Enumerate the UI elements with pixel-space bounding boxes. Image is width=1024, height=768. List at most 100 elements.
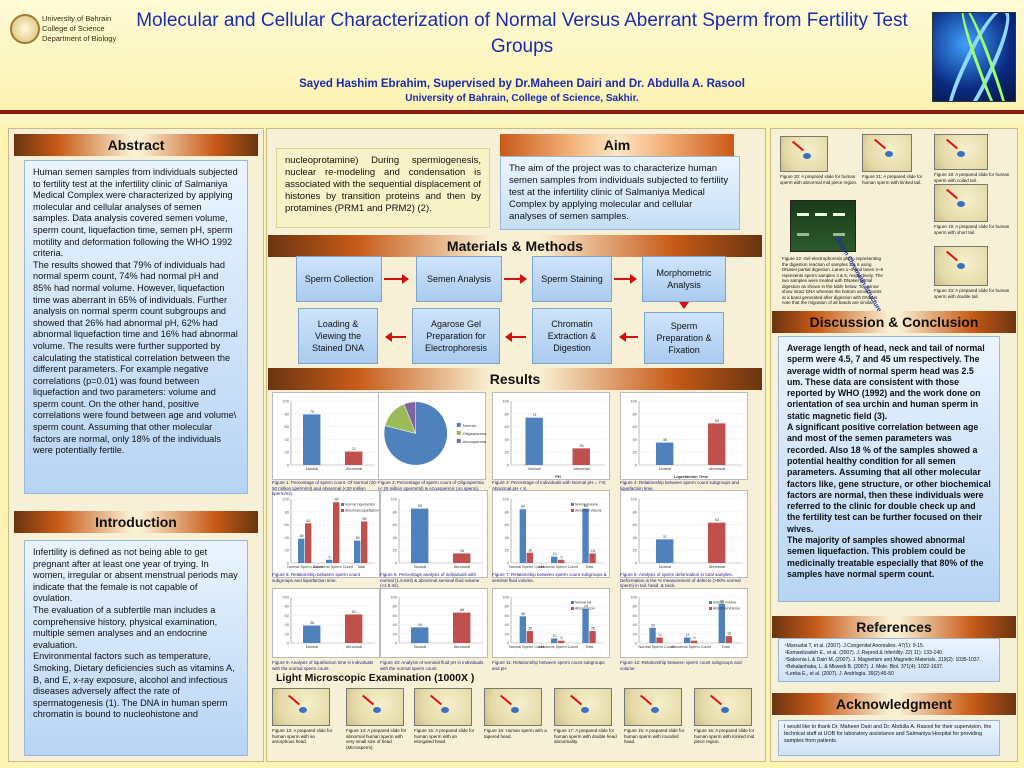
red-arrow-icon bbox=[361, 694, 375, 706]
y-tick-label: 20 bbox=[393, 548, 398, 553]
y-tick-label: 40 bbox=[633, 622, 638, 627]
y-tick-label: 20 bbox=[505, 548, 510, 553]
figure-caption: Figure 7: Relationship between sperm cou… bbox=[492, 572, 607, 583]
bar bbox=[326, 559, 333, 563]
flow-arrow-right bbox=[614, 274, 637, 284]
flow-step-sperm-staining: Sperm Staining bbox=[532, 256, 612, 302]
y-tick-label: 80 bbox=[285, 509, 290, 514]
red-arrow-icon bbox=[499, 694, 513, 706]
x-tick-label: Normal bbox=[528, 467, 540, 471]
data-label: 38 bbox=[310, 621, 314, 625]
poster-affiliation: University of Bahrain, College of Scienc… bbox=[405, 93, 639, 104]
y-tick-label: 80 bbox=[505, 411, 510, 416]
data-label: 35 bbox=[356, 536, 360, 540]
data-label: 34 bbox=[418, 623, 422, 627]
y-tick-label: 0 bbox=[507, 641, 510, 646]
figure-caption: Figure 5: Relationship between sperm cou… bbox=[272, 572, 361, 583]
chart-svg: 0 20 40 60 80 100 35 Normal 65 AbnormalLiquefacti… bbox=[630, 399, 743, 479]
flow-step-agarose-gel: Agarose Gel Preparation for Electrophore… bbox=[412, 308, 500, 364]
y-tick-label: 60 bbox=[393, 613, 398, 618]
y-tick-label: 40 bbox=[633, 535, 638, 540]
bar bbox=[684, 637, 691, 643]
gel-caption: Figure 22: Gel electrophoresis photo rep… bbox=[782, 256, 884, 305]
data-label: 15 bbox=[591, 549, 595, 553]
y-tick-label: 20 bbox=[633, 450, 638, 455]
x-tick-label: Total bbox=[357, 565, 365, 569]
flow-step-morphometric-analysis: Morphometric Analysis bbox=[642, 256, 726, 302]
bar bbox=[411, 508, 429, 563]
x-tick-label: Normal bbox=[306, 645, 318, 649]
bar bbox=[582, 508, 589, 563]
data-label: 10 bbox=[553, 552, 557, 556]
pie-slice bbox=[403, 401, 416, 434]
data-label: 66 bbox=[460, 608, 464, 612]
references-list: ¹Marsudai T, et al. (2007). J.Congenital… bbox=[778, 638, 1000, 682]
data-label: 37 bbox=[663, 535, 667, 539]
micrograph-caption: Figure 21: A prepared slide for human sp… bbox=[862, 174, 923, 185]
micrograph-caption: Figure 20: A prepared slide for human sp… bbox=[780, 174, 858, 185]
figure-caption: Figure 12: Relationship between sperm co… bbox=[620, 660, 742, 671]
micrograph-caption: Figure 17: A prepared slide for human sp… bbox=[554, 728, 617, 744]
flow-arrow-left bbox=[505, 332, 526, 342]
sperm-cell-icon bbox=[957, 263, 965, 269]
data-label: 15 bbox=[727, 632, 731, 636]
y-tick-label: 80 bbox=[505, 509, 510, 514]
legend-swatch bbox=[709, 601, 712, 604]
bar bbox=[453, 553, 471, 563]
acknowledgment-text: I would like to thank Dr. Maheen Dairi a… bbox=[778, 720, 1000, 756]
sperm-cell-icon bbox=[441, 707, 449, 713]
y-tick-label: 40 bbox=[505, 437, 510, 442]
sperm-cell-icon bbox=[299, 707, 307, 713]
chart-svg: 0 20 40 60 80 100 58 26 Normal Sperm Count 10 5 Abn… bbox=[502, 595, 605, 649]
data-label: 12 bbox=[658, 633, 662, 637]
sperm-micrograph bbox=[934, 134, 988, 170]
bar bbox=[519, 616, 527, 643]
data-label: 62 bbox=[307, 519, 311, 523]
data-label: 65 bbox=[715, 419, 719, 423]
university-seal-icon bbox=[10, 14, 40, 44]
chart-svg: 0 20 40 60 80 100 84 16 Normal Sperm Count 10 5 Abn… bbox=[502, 497, 605, 569]
bar bbox=[453, 612, 471, 643]
data-label: 21 bbox=[352, 447, 356, 451]
sperm-micrograph bbox=[934, 184, 988, 222]
gel-band bbox=[797, 213, 809, 216]
data-label: 74 bbox=[584, 604, 588, 608]
y-tick-label: 60 bbox=[285, 424, 290, 429]
legend-swatch bbox=[571, 601, 574, 604]
bar bbox=[558, 640, 565, 643]
data-label: 38 bbox=[300, 534, 304, 538]
sperm-micrograph bbox=[414, 688, 472, 726]
bar bbox=[656, 442, 674, 465]
flow-arrow-left bbox=[385, 332, 406, 342]
red-arrow-icon bbox=[873, 138, 887, 150]
x-tick-label: Normal bbox=[414, 565, 426, 569]
legend-label: Abnormal pH bbox=[575, 607, 595, 611]
sperm-micrograph bbox=[272, 688, 330, 726]
chart-6: 0 20 40 60 80 100 85 Normal 15 Abnormal bbox=[380, 490, 488, 578]
sperm-cell-icon bbox=[957, 201, 965, 207]
chart-svg: 0 20 40 60 80 100 38 62 Normal Sperm Count 5 95 Abn… bbox=[282, 497, 379, 570]
bar bbox=[298, 538, 305, 563]
y-tick-label: 20 bbox=[393, 631, 398, 636]
figure-caption: Figure 9: Analysis of liquefaction time … bbox=[272, 660, 374, 671]
reference-item: ¹Marsudai T, et al. (2007). J.Congenital… bbox=[785, 643, 925, 649]
data-label: 84 bbox=[521, 505, 525, 509]
chart-4: 0 20 40 60 80 100 35 Normal 65 Abnormal Liquefacti… bbox=[620, 392, 748, 480]
acknowledgment-heading: Acknowledgment bbox=[772, 693, 1016, 715]
y-tick-label: 100 bbox=[390, 595, 397, 600]
chart-11: 0 20 40 60 80 100 58 26 Normal Sperm Count 10 5 Abn… bbox=[492, 588, 610, 658]
data-label: 63 bbox=[715, 518, 719, 522]
discussion-heading: Discussion & Conclusion bbox=[772, 311, 1016, 333]
micrograph-caption: Figure 16: Human sperm with a tapered he… bbox=[484, 728, 547, 739]
flow-arrow-right bbox=[504, 274, 527, 284]
y-tick-label: 60 bbox=[505, 522, 510, 527]
y-tick-label: 60 bbox=[285, 613, 290, 618]
flow-arrow-right bbox=[384, 274, 409, 284]
sperm-micrograph bbox=[780, 136, 828, 172]
red-arrow-icon bbox=[709, 694, 723, 706]
bar bbox=[551, 638, 558, 643]
x-tick-label: Normal Sperm Count bbox=[509, 645, 546, 649]
bar bbox=[656, 539, 674, 563]
red-arrow-icon bbox=[791, 140, 805, 152]
aim-heading: Aim bbox=[500, 134, 734, 156]
